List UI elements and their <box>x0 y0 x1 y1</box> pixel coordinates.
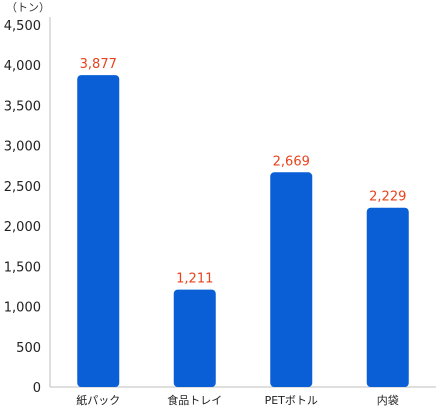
x-tick-label: 内袋 <box>377 393 399 407</box>
y-tick-label: 3,500 <box>4 99 41 114</box>
y-tick-label: 2,000 <box>4 220 41 235</box>
y-tick-label: 0 <box>33 381 41 396</box>
y-tick-label: 1,000 <box>4 301 41 316</box>
x-tick-label: 食品トレイ <box>167 393 222 407</box>
x-tick-label: PETボトル <box>265 394 318 407</box>
y-tick-label: 4,000 <box>4 59 41 74</box>
data-labels: 3,877 1,211 2,669 2,229 <box>80 57 407 286</box>
bar <box>366 207 409 387</box>
y-tick-label: 2,500 <box>4 180 41 195</box>
bar <box>77 75 120 388</box>
y-tick-label: 3,000 <box>4 140 41 155</box>
bars <box>77 75 409 388</box>
y-axis-unit-label: （トン） <box>6 1 50 14</box>
x-tick-label: 紙パック <box>76 393 120 407</box>
data-label: 3,877 <box>80 57 117 72</box>
data-label: 1,211 <box>176 272 213 287</box>
y-tick-label: 4,500 <box>4 19 41 34</box>
bar <box>173 289 216 387</box>
y-axis-ticks: 0 500 1,000 1,500 2,000 2,500 3,000 3,500 4,000 4… <box>4 19 41 396</box>
data-label: 2,669 <box>273 154 310 169</box>
bar <box>270 172 313 387</box>
y-tick-label: 500 <box>16 341 41 356</box>
data-label: 2,229 <box>369 190 406 205</box>
x-axis-ticks: 紙パック 食品トレイ PETボトル 内袋 <box>76 393 399 407</box>
y-tick-label: 1,500 <box>4 260 41 275</box>
